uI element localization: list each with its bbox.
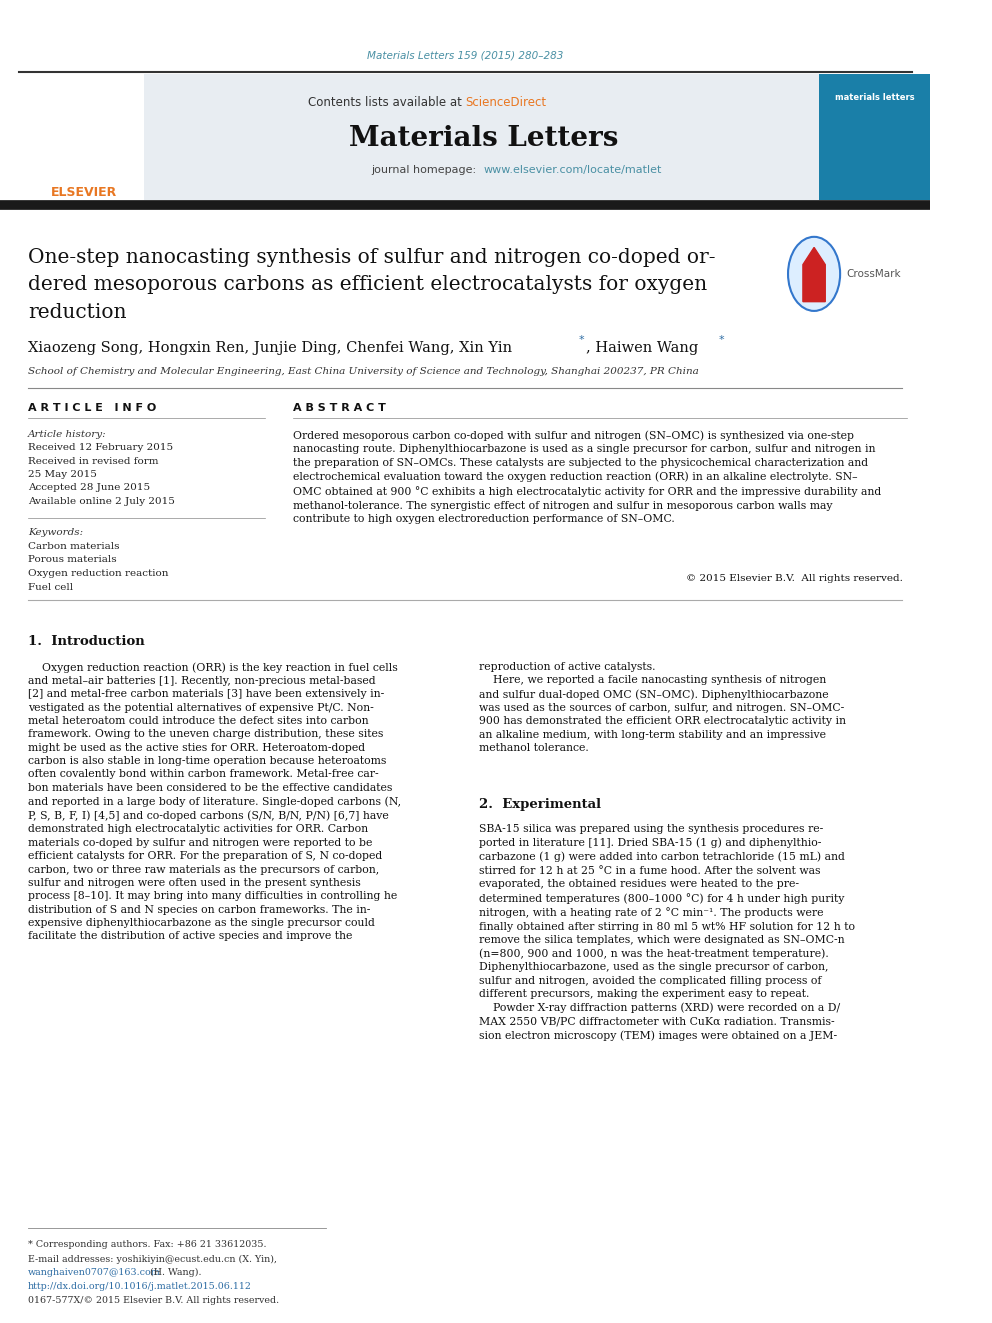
Text: E-mail addresses: yoshikiyin@ecust.edu.cn (X. Yin),: E-mail addresses: yoshikiyin@ecust.edu.c… — [28, 1256, 277, 1263]
Text: http://dx.doi.org/10.1016/j.matlet.2015.06.112: http://dx.doi.org/10.1016/j.matlet.2015.… — [28, 1282, 252, 1291]
Text: Keywords:: Keywords: — [28, 528, 83, 537]
Text: Received 12 February 2015: Received 12 February 2015 — [28, 443, 173, 452]
Text: Article history:: Article history: — [28, 430, 106, 439]
Text: (H. Wang).: (H. Wang). — [147, 1267, 201, 1277]
FancyBboxPatch shape — [144, 74, 818, 200]
Text: materials letters: materials letters — [834, 94, 915, 102]
Circle shape — [788, 237, 840, 311]
Text: ScienceDirect: ScienceDirect — [465, 97, 547, 110]
Text: *: * — [718, 335, 724, 345]
Text: CrossMark: CrossMark — [846, 269, 902, 279]
Text: One-step nanocasting synthesis of sulfur and nitrogen co-doped or-
dered mesopor: One-step nanocasting synthesis of sulfur… — [28, 247, 715, 321]
Text: Oxygen reduction reaction: Oxygen reduction reaction — [28, 569, 169, 578]
Text: , Haiwen Wang: , Haiwen Wang — [586, 341, 698, 355]
Text: Xiaozeng Song, Hongxin Ren, Junjie Ding, Chenfei Wang, Xin Yin: Xiaozeng Song, Hongxin Ren, Junjie Ding,… — [28, 341, 512, 355]
Text: Fuel cell: Fuel cell — [28, 582, 73, 591]
Text: wanghaiven0707@163.com: wanghaiven0707@163.com — [28, 1267, 161, 1277]
Text: *: * — [578, 335, 584, 345]
Text: ELSEVIER: ELSEVIER — [51, 185, 117, 198]
Text: Oxygen reduction reaction (ORR) is the key reaction in fuel cells
and metal–air : Oxygen reduction reaction (ORR) is the k… — [28, 662, 401, 942]
Text: Accepted 28 June 2015: Accepted 28 June 2015 — [28, 483, 150, 492]
Text: A R T I C L E   I N F O: A R T I C L E I N F O — [28, 404, 156, 413]
Text: SBA-15 silica was prepared using the synthesis procedures re-
ported in literatu: SBA-15 silica was prepared using the syn… — [479, 824, 855, 1041]
Text: Carbon materials: Carbon materials — [28, 542, 119, 550]
Text: Available online 2 July 2015: Available online 2 July 2015 — [28, 497, 175, 505]
Text: 2.  Experimental: 2. Experimental — [479, 798, 601, 811]
Text: School of Chemistry and Molecular Engineering, East China University of Science : School of Chemistry and Molecular Engine… — [28, 368, 698, 377]
Text: journal homepage:: journal homepage: — [372, 165, 484, 175]
FancyBboxPatch shape — [818, 74, 930, 200]
Polygon shape — [803, 247, 825, 302]
Text: Contents lists available at: Contents lists available at — [308, 97, 465, 110]
Text: * Corresponding authors. Fax: +86 21 33612035.: * Corresponding authors. Fax: +86 21 336… — [28, 1240, 267, 1249]
Text: Ordered mesoporous carbon co-doped with sulfur and nitrogen (SN–OMC) is synthesi: Ordered mesoporous carbon co-doped with … — [293, 430, 881, 524]
Text: www.elsevier.com/locate/matlet: www.elsevier.com/locate/matlet — [484, 165, 663, 175]
Text: Materials Letters 159 (2015) 280–283: Materials Letters 159 (2015) 280–283 — [367, 50, 563, 60]
Text: A B S T R A C T: A B S T R A C T — [293, 404, 386, 413]
Text: © 2015 Elsevier B.V.  All rights reserved.: © 2015 Elsevier B.V. All rights reserved… — [685, 574, 903, 583]
FancyBboxPatch shape — [19, 74, 144, 200]
Text: 0167-577X/© 2015 Elsevier B.V. All rights reserved.: 0167-577X/© 2015 Elsevier B.V. All right… — [28, 1297, 279, 1304]
Text: reproduction of active catalysts.
    Here, we reported a facile nanocasting syn: reproduction of active catalysts. Here, … — [479, 662, 846, 753]
Text: Received in revised form: Received in revised form — [28, 456, 159, 466]
Text: 1.  Introduction: 1. Introduction — [28, 635, 145, 648]
Text: 25 May 2015: 25 May 2015 — [28, 470, 97, 479]
Text: Porous materials: Porous materials — [28, 556, 116, 565]
Text: Materials Letters: Materials Letters — [349, 124, 618, 152]
